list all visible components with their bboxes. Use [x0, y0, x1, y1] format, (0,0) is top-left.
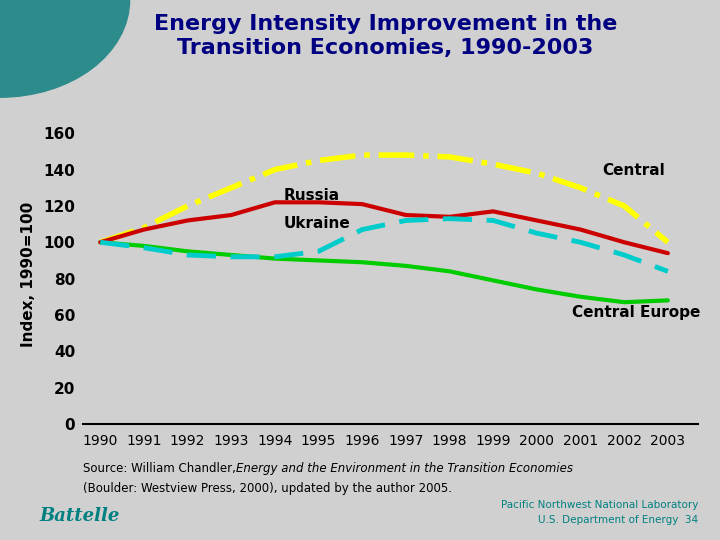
Text: Russia: Russia [284, 187, 340, 202]
Text: U.S. Department of Energy  34: U.S. Department of Energy 34 [539, 515, 698, 525]
Text: (Boulder: Westview Press, 2000), updated by the author 2005.: (Boulder: Westview Press, 2000), updated… [83, 482, 452, 495]
Text: Energy and the Environment in the Transition Economies: Energy and the Environment in the Transi… [236, 462, 573, 475]
Text: Central: Central [603, 163, 665, 178]
Y-axis label: Index, 1990=100: Index, 1990=100 [22, 201, 36, 347]
Text: Energy Intensity Improvement in the
Transition Economies, 1990-2003: Energy Intensity Improvement in the Tran… [153, 14, 617, 58]
Text: Battelle: Battelle [40, 507, 120, 525]
Text: Ukraine: Ukraine [284, 216, 351, 231]
Text: Pacific Northwest National Laboratory: Pacific Northwest National Laboratory [501, 500, 698, 510]
Wedge shape [0, 0, 130, 97]
Text: Source: William Chandler,: Source: William Chandler, [83, 462, 240, 475]
Text: Central Europe: Central Europe [572, 305, 700, 320]
